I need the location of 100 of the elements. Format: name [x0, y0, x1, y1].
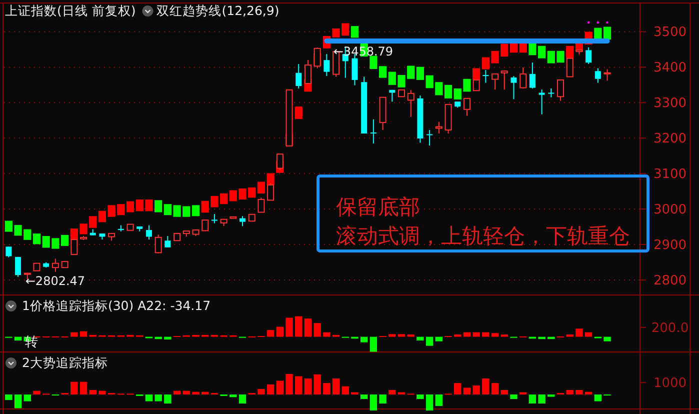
bar: [257, 182, 266, 194]
bar: [370, 336, 378, 352]
candlestick: [538, 89, 545, 115]
bar: [154, 336, 162, 340]
bar: [258, 388, 265, 394]
bar: [192, 392, 200, 394]
bar: [463, 332, 471, 337]
bar: [238, 394, 246, 404]
bar: [370, 394, 378, 410]
bar: [491, 333, 499, 337]
bar: [14, 336, 22, 340]
bar: [416, 336, 424, 340]
bar: [192, 205, 200, 216]
bar: [126, 201, 134, 212]
bar: [220, 193, 228, 204]
candlestick: [154, 234, 162, 254]
bar: [603, 26, 612, 40]
bar: [32, 234, 41, 244]
y-tick-label: 3400: [653, 60, 687, 76]
bar: [294, 106, 302, 119]
candlestick: [258, 197, 265, 213]
candlestick: [211, 214, 218, 224]
bar: [388, 334, 396, 337]
bar: [295, 376, 302, 394]
bar: [304, 378, 312, 394]
bar: [584, 332, 592, 337]
bar: [566, 46, 574, 58]
bar: [304, 318, 312, 337]
bar: [266, 173, 274, 185]
bar: [528, 394, 536, 404]
y-tick-label: 3000: [653, 202, 687, 218]
bar: [435, 394, 443, 406]
bar: [426, 394, 434, 410]
candlestick: [370, 118, 376, 144]
candlestick: [407, 89, 414, 118]
chart-title: 上证指数(日线 前复权): [5, 3, 136, 18]
bar: [584, 392, 592, 394]
y-tick-label: 2900: [653, 238, 687, 254]
candlestick: [164, 236, 171, 248]
bar: [350, 26, 359, 38]
bar: [463, 388, 471, 394]
candlestick: [296, 64, 302, 89]
bar: [145, 394, 153, 402]
bar: [360, 336, 368, 342]
bar: [378, 66, 387, 78]
bar: [491, 383, 499, 394]
bar: [416, 394, 424, 400]
bar: [444, 84, 452, 98]
bar: [80, 382, 88, 394]
candlestick: [548, 88, 554, 98]
bar: [182, 390, 190, 394]
bar: [604, 336, 611, 342]
annotation: 保留底部: [336, 195, 420, 219]
bar: [538, 336, 546, 340]
bar: [230, 394, 237, 398]
bar: [266, 384, 274, 394]
chart-subtitle: 双红趋势线(12,26,9): [156, 3, 280, 18]
bar: [266, 330, 274, 337]
bar: [323, 332, 330, 337]
bar: [98, 390, 106, 394]
candlestick: [15, 256, 22, 278]
chart-title: 1价格追踪指标(30) A22: -34.17: [22, 298, 211, 313]
bar: [98, 210, 106, 222]
bar: [388, 390, 396, 394]
candlestick: [276, 154, 284, 171]
annotation: 转: [25, 335, 38, 350]
bar: [70, 382, 78, 394]
candlestick: [586, 46, 592, 64]
candlestick: [324, 54, 330, 77]
y-tick-label: 3500: [653, 25, 687, 40]
bar: [472, 68, 480, 80]
candlestick: [604, 68, 611, 82]
bar: [276, 380, 284, 394]
bar: [500, 390, 508, 394]
bar: [295, 316, 302, 337]
bar: [426, 336, 434, 346]
bar: [154, 200, 162, 212]
bar: [24, 394, 31, 402]
candlestick: [482, 70, 489, 84]
bar: [379, 394, 386, 404]
candlestick: [594, 68, 601, 84]
bar: [14, 394, 22, 408]
bar: [472, 385, 480, 394]
candlestick: [500, 70, 508, 90]
bar: [173, 390, 181, 394]
bar: [342, 386, 349, 394]
bar: [276, 326, 284, 337]
bar: [538, 394, 546, 404]
candlestick: [463, 98, 470, 116]
bar: [164, 336, 172, 340]
candlestick: [146, 224, 152, 240]
bar: [80, 331, 88, 337]
bar: [286, 374, 293, 394]
candlestick: [492, 73, 499, 90]
candlestick: [52, 258, 59, 272]
bar: [89, 390, 96, 394]
candlestick: [202, 220, 209, 232]
bar: [154, 394, 162, 402]
bar: [454, 383, 462, 394]
chart-title: 2大势追踪指标: [22, 355, 108, 370]
